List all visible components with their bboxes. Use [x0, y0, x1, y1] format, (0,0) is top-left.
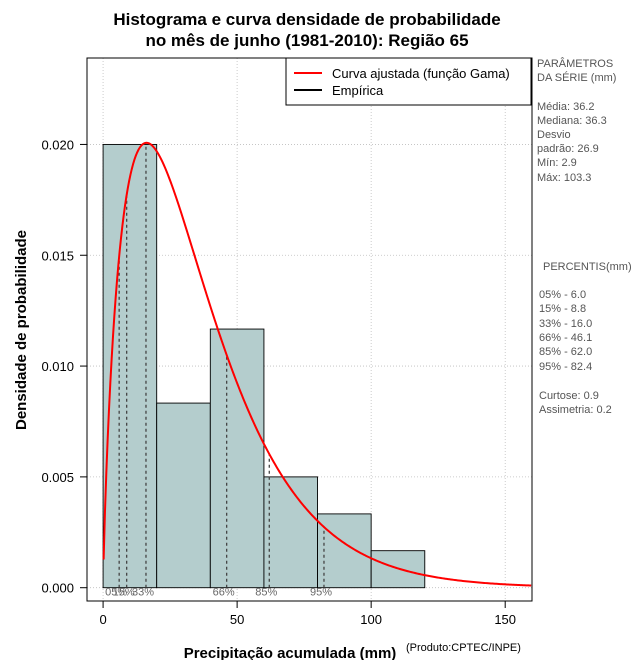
- legend-label-empirical: Empírica: [332, 83, 384, 98]
- gamma-curve: [102, 141, 532, 587]
- chart-title-line-1: Histograma e curva densidade de probabil…: [113, 10, 500, 29]
- series-parameters-panel: PARÂMETROS DA SÉRIE (mm) Média: 36.2 Med…: [537, 57, 632, 416]
- percentile-labels: 05%15%33% 66% 85% 95%: [105, 587, 332, 599]
- percentil-95: 95% - 82.4: [539, 361, 592, 373]
- x-axis-title: Precipitação acumulada (mm): [184, 645, 397, 660]
- stat-skewness: Assimetria: 0.2: [539, 404, 612, 416]
- histogram-bar-1: [156, 402, 211, 589]
- param-mean: Média: 36.2: [537, 101, 594, 113]
- y-tick-label-2: 0.010: [41, 359, 74, 374]
- percentil-33: 33% - 16.0: [539, 318, 592, 330]
- y-tick-label-4: 0.020: [41, 137, 74, 152]
- percentil-15: 15% - 8.8: [539, 303, 586, 315]
- legend: Curva ajustada (função Gama) Empírica: [285, 57, 532, 106]
- axis-ticks: 0 50 100 150 0.000 0.005 0.010 0.015 0.020: [41, 137, 516, 627]
- legend-box: [285, 57, 532, 106]
- x-tick-label-3: 150: [494, 612, 516, 627]
- percentil-05: 05% - 6.0: [539, 289, 586, 301]
- percentile-label-1: 15%: [113, 587, 135, 599]
- percentile-label-5: 95%: [310, 587, 332, 599]
- param-max: Máx: 103.3: [537, 172, 591, 184]
- y-tick-label-3: 0.015: [41, 248, 74, 263]
- percentile-label-4: 85%: [255, 587, 277, 599]
- chart-title-line-2: no mês de junho (1981-2010): Região 65: [145, 31, 468, 50]
- params-title-line-1: PARÂMETROS: [537, 57, 613, 70]
- percentile-label-3: 66%: [213, 587, 235, 599]
- x-tick-label-2: 100: [360, 612, 382, 627]
- percentile-label-2: 33%: [132, 587, 154, 599]
- y-tick-label-1: 0.005: [41, 470, 74, 485]
- stat-kurtosis: Curtose: 0.9: [539, 390, 599, 402]
- percentil-85: 85% - 62.0: [539, 346, 592, 358]
- param-min: Mín: 2.9: [537, 157, 577, 169]
- y-axis-title: Densidade de probabilidade: [13, 230, 30, 430]
- gamma-curve-layer: [102, 141, 532, 587]
- percentil-66: 66% - 46.1: [539, 332, 592, 344]
- param-stddev-value: padrão: 26.9: [537, 143, 599, 155]
- percentile-label-0: 05%: [105, 587, 127, 599]
- histogram-bar-3: [263, 476, 318, 589]
- percentile-lines: [118, 142, 325, 588]
- legend-label-curve: Curva ajustada (função Gama): [332, 66, 510, 81]
- y-tick-label-0: 0.000: [41, 581, 74, 596]
- params-title-line-2: DA SÉRIE (mm): [537, 71, 616, 84]
- param-stddev-label: Desvio: [537, 129, 571, 141]
- x-tick-label-0: 0: [99, 612, 106, 627]
- param-median: Mediana: 36.3: [537, 115, 607, 127]
- percentis-title: PERCENTIS(mm): [543, 261, 632, 273]
- credit-text: (Produto:CPTEC/INPE): [406, 642, 521, 654]
- histogram-bars: [102, 143, 426, 589]
- histogram-bar-4: [317, 513, 372, 589]
- x-tick-label-1: 50: [230, 612, 244, 627]
- histogram-bar-2: [209, 328, 265, 589]
